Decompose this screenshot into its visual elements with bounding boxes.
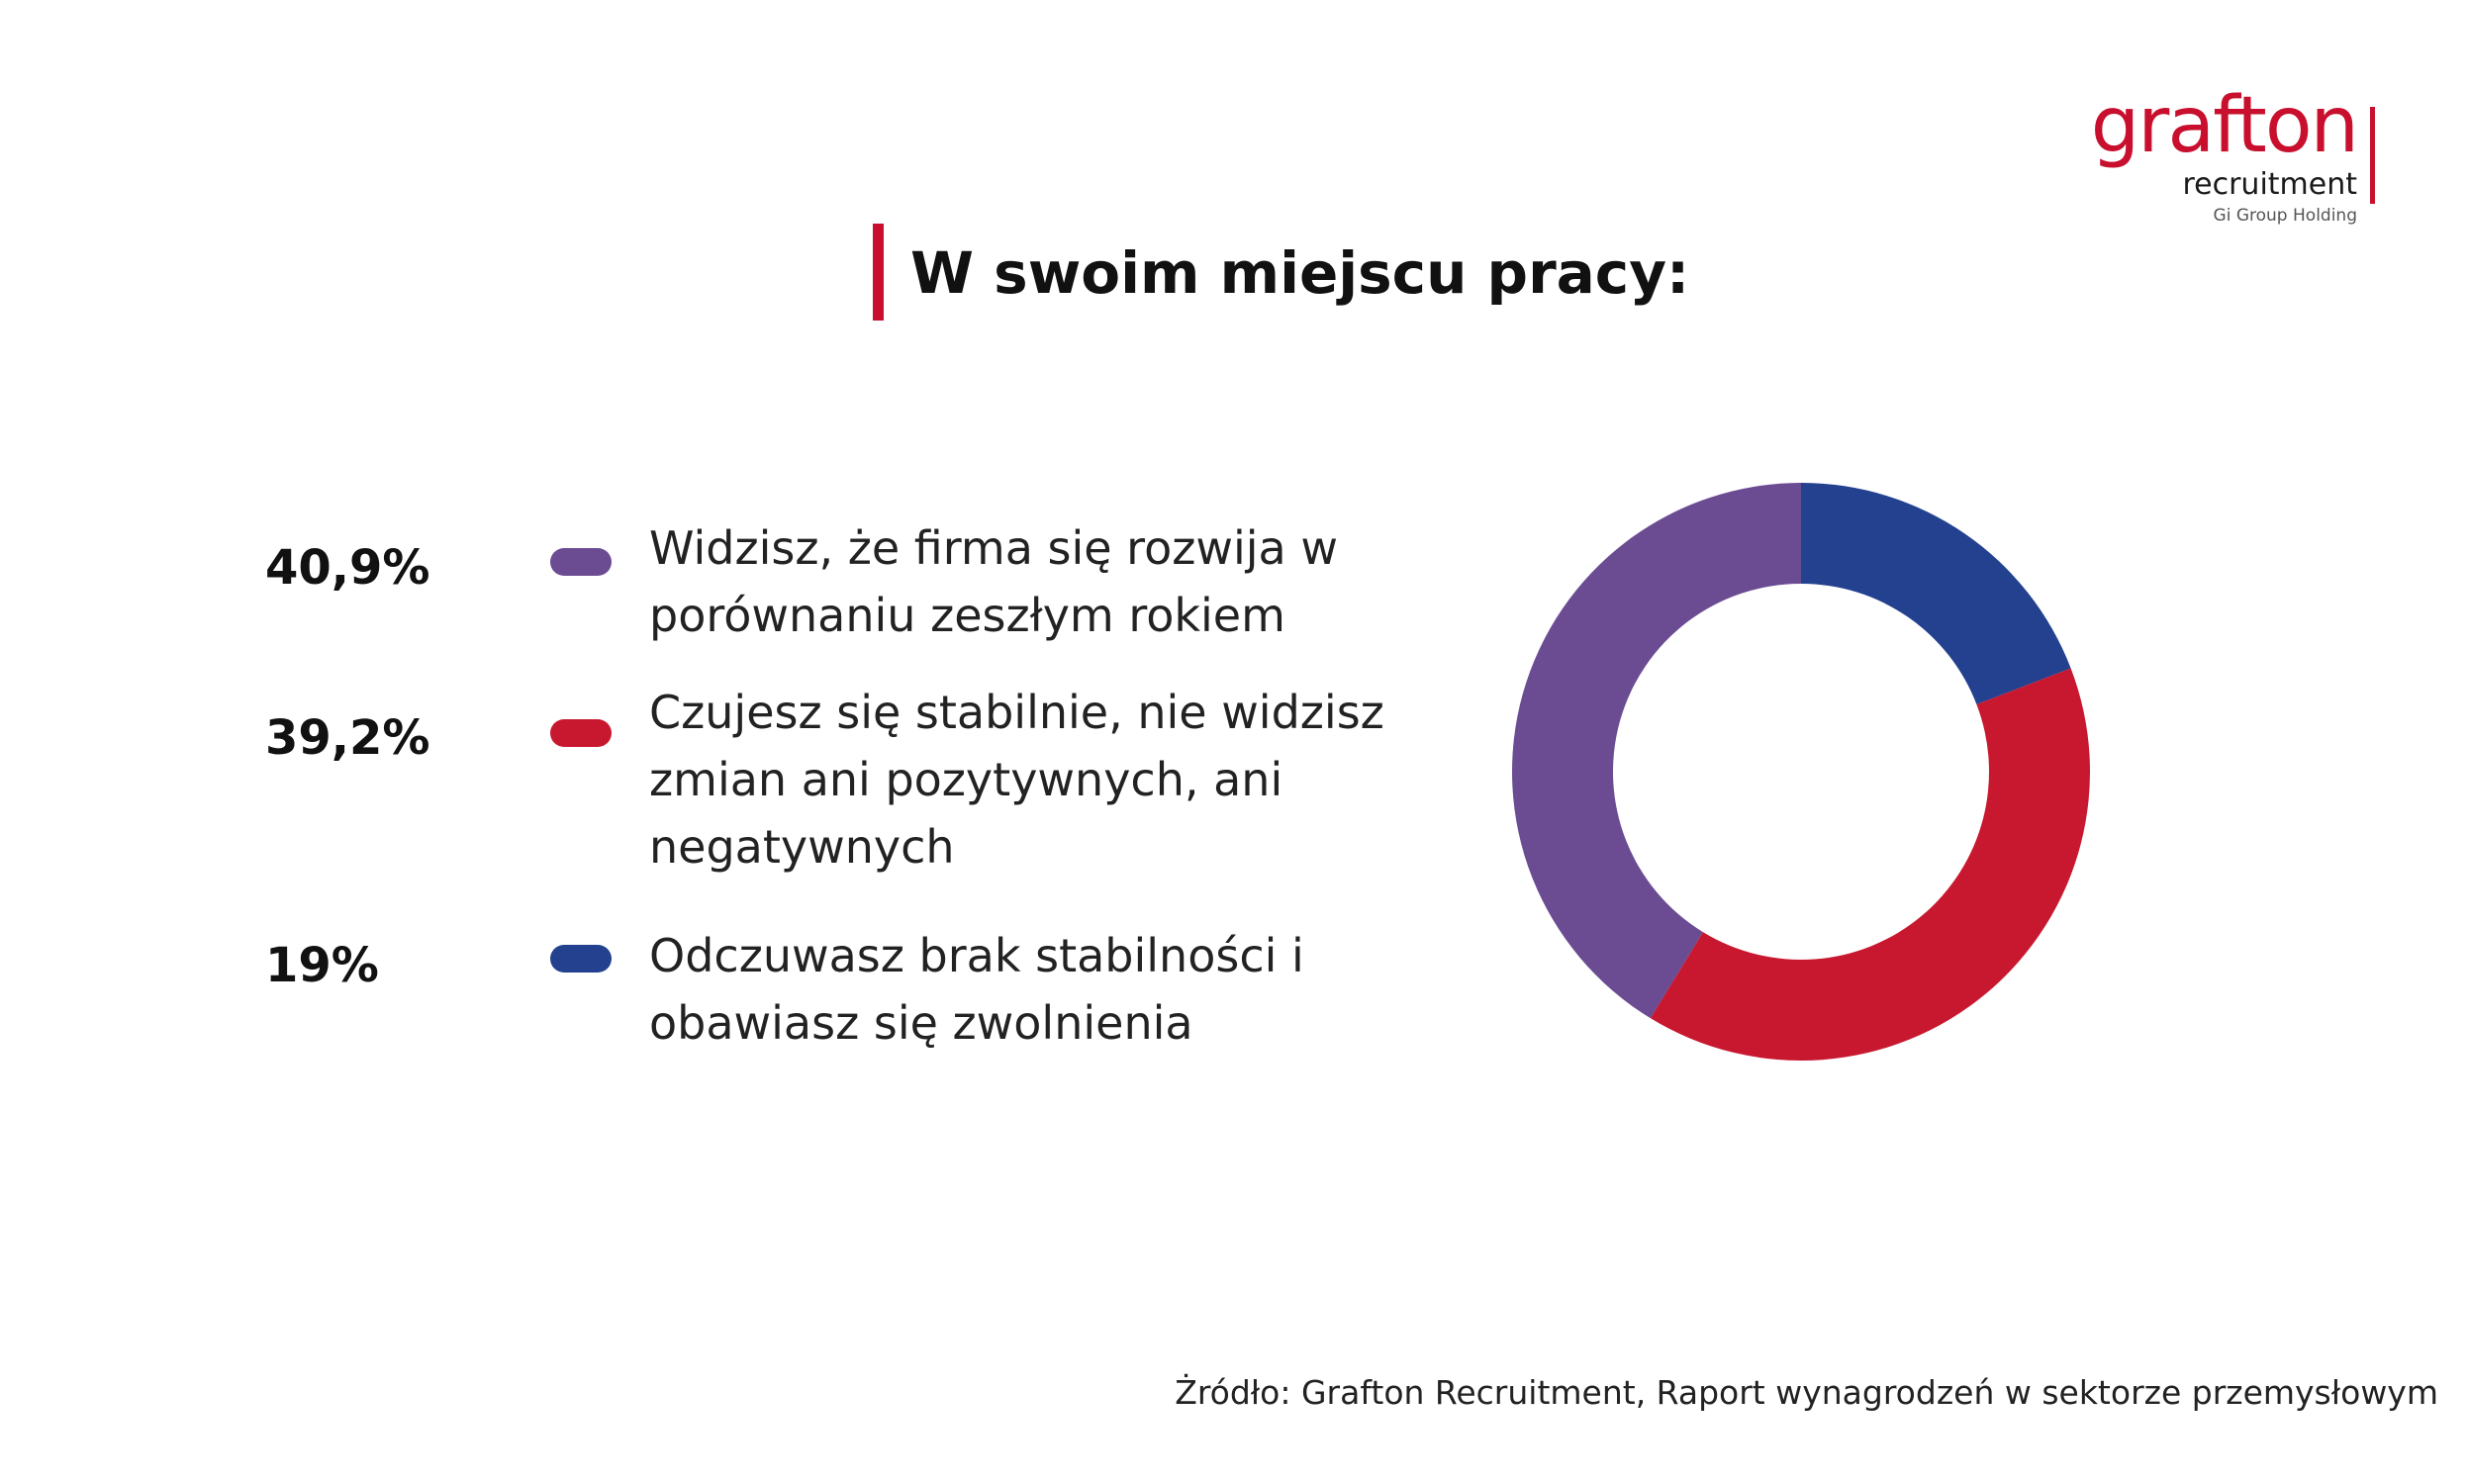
legend-label-2: Czujesz się stabilnie, nie widzisz zmian… <box>649 686 1384 874</box>
donut-slice-1 <box>1512 483 1801 1019</box>
legend-swatch-3 <box>550 945 612 973</box>
legend-label-1: Widzisz, że firma się rozwija w porównan… <box>649 521 1338 642</box>
legend-swatch-1 <box>550 548 612 576</box>
legend-percent-3: 19% <box>265 938 379 993</box>
title-accent-bar <box>873 224 884 321</box>
logo-bar <box>2370 107 2375 204</box>
legend-percent-2: 39,2% <box>265 710 430 766</box>
source-note: Żródło: Grafton Recruitment, Raport wyna… <box>1175 1373 2438 1412</box>
legend-percent-1: 40,9% <box>265 540 430 596</box>
legend-swatch-2 <box>550 719 612 747</box>
logo-subtitle: recruitment <box>2182 167 2357 202</box>
legend-label-3: Odczuwasz brak stabilności i obawiasz si… <box>649 929 1304 1050</box>
logo-wordmark: grafton <box>2090 81 2359 170</box>
chart-title: W swoim miejscu pracy: <box>910 239 1690 307</box>
logo-holding: Gi Group Holding <box>2213 206 2357 226</box>
donut-slice-2 <box>1650 668 2090 1061</box>
donut-slice-3 <box>1801 483 2071 704</box>
donut-chart <box>1512 483 2090 1061</box>
grafton-logo: grafton recruitment Gi Group Holding <box>2058 87 2385 237</box>
